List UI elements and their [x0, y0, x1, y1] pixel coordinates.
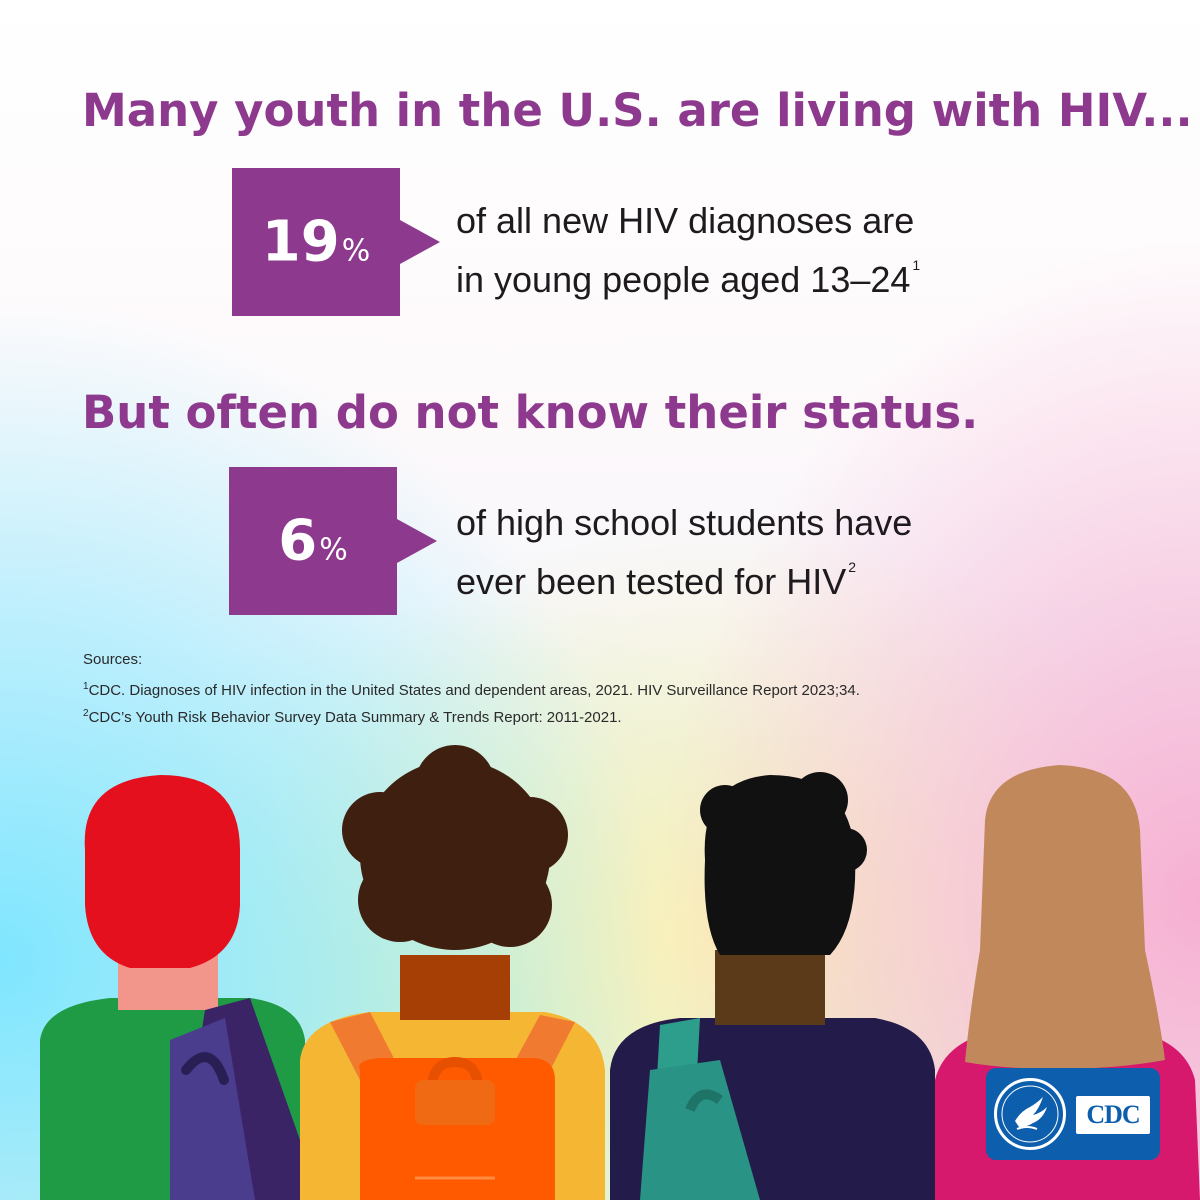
person-red-hair — [40, 775, 305, 1200]
stat-line: ever been tested for HIV 2 — [456, 545, 912, 604]
stat-line-text: ever been tested for HIV — [456, 561, 847, 602]
cdc-wordmark-box: CDC — [1076, 1096, 1150, 1134]
stat-unit: % — [319, 532, 348, 568]
source-item: 1CDC. Diagnoses of HIV infection in the … — [83, 675, 860, 702]
stat-description-diagnoses: of all new HIV diagnoses are in young pe… — [456, 198, 920, 302]
hhs-eagle-seal-icon — [994, 1078, 1066, 1150]
sources-label: Sources: — [83, 651, 143, 668]
headline-living-with-hiv: Many youth in the U.S. are living with H… — [82, 84, 1193, 137]
source-marker: 2 — [83, 708, 89, 719]
stat-box-19-percent: 19% — [232, 168, 440, 316]
source-item: 2CDC’s Youth Risk Behavior Survey Data S… — [83, 702, 860, 729]
person-curly-hair — [300, 745, 605, 1200]
cdc-wordmark: CDC — [1086, 1100, 1140, 1129]
stat-number: 19 — [261, 209, 340, 275]
stat-value: 19% — [232, 210, 400, 275]
stat-line: of high school students have — [456, 502, 913, 543]
footnote-marker: 1 — [912, 257, 921, 273]
stat-line-text: in young people aged 13–24 — [456, 259, 911, 300]
footnote-marker: 2 — [848, 559, 857, 575]
sources-block: Sources: 1CDC. Diagnoses of HIV infectio… — [83, 648, 860, 729]
stat-value: 6% — [229, 509, 397, 574]
source-text: CDC’s Youth Risk Behavior Survey Data Su… — [88, 709, 622, 726]
stat-line: of all new HIV diagnoses are — [456, 200, 915, 241]
cdc-logo: CDC — [986, 1068, 1160, 1160]
stat-description-tested: of high school students have ever been t… — [456, 500, 912, 604]
stat-number: 6 — [278, 508, 318, 574]
source-text: CDC. Diagnoses of HIV infection in the U… — [88, 682, 860, 699]
stat-box-6-percent: 6% — [229, 467, 437, 615]
headline-unknown-status: But often do not know their status. — [82, 386, 979, 439]
stat-line: in young people aged 13–24 1 — [456, 243, 920, 302]
source-marker: 1 — [83, 681, 89, 692]
hhs-eagle-seal-icon-graphic — [1001, 1085, 1059, 1143]
person-dark-hair — [610, 772, 935, 1200]
stat-unit: % — [341, 233, 371, 269]
youth-illustration — [40, 745, 1200, 1200]
